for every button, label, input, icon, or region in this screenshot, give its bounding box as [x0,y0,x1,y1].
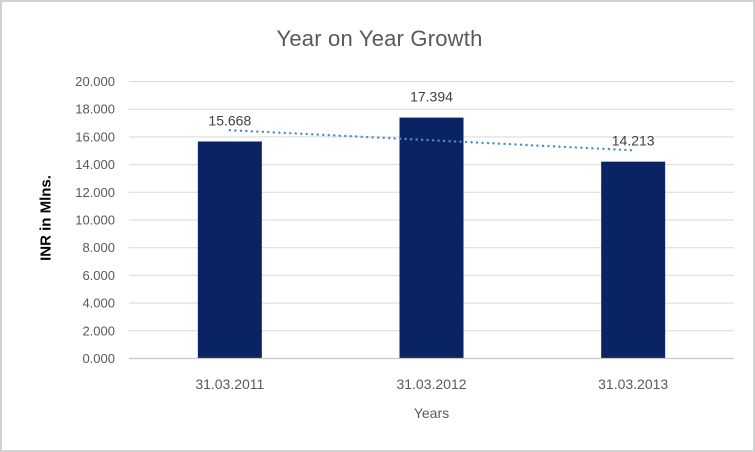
y-tick-label: 4.000 [82,296,115,311]
y-tick-label: 0.000 [82,351,115,366]
x-category-label: 31.03.2013 [598,376,668,392]
bar [197,141,262,359]
y-tick-label: 2.000 [82,323,115,338]
y-tick-label: 8.000 [82,240,115,255]
x-category-label: 31.03.2012 [396,376,466,392]
x-axis-title: Years [413,405,450,421]
trendline [228,128,635,152]
y-tick-label: 16.000 [75,129,115,144]
bar [601,161,666,359]
bar [399,117,464,359]
chart-title: Year on Year Growth [276,26,483,51]
y-axis-title: INR in Mlns. [37,175,55,261]
bar-data-label: 14.213 [612,133,655,149]
y-tick-label: 12.000 [75,185,115,200]
y-tick-label: 18.000 [75,102,115,117]
y-tick-label: 20.000 [75,74,115,89]
y-tick-label: 6.000 [82,268,115,283]
bar-data-label: 17.394 [410,89,453,105]
x-category-label: 31.03.2011 [195,376,264,392]
y-tick-label: 10.000 [75,213,115,228]
bar-data-label: 15.668 [208,112,251,128]
y-tick-label: 14.000 [75,157,115,172]
